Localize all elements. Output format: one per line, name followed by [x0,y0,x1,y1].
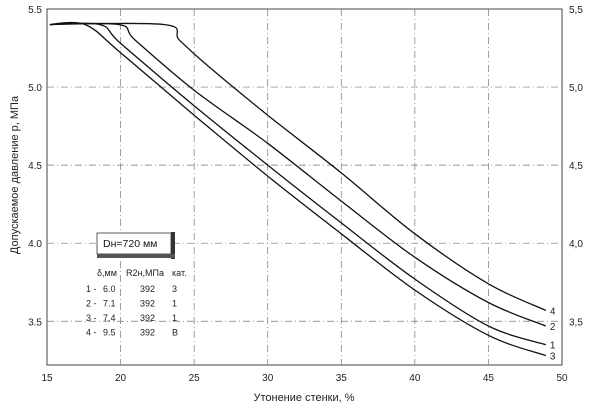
y-axis-label: Допускаемое давление p, МПа [9,95,21,254]
legend: Dн=720 мм δ,мм R2н,МПа кат. 1 - 6.0 392 3 2 … [86,232,187,338]
legend-cell: B [172,328,178,338]
y-tick-label-left: 4.5 [28,161,42,172]
plot-frame [46,8,563,366]
curve-2 [49,22,547,327]
legend-cell: 2 - [86,299,97,309]
x-tick-label: 25 [189,373,201,384]
y-tick-label-right: 4,0 [569,239,583,250]
y-tick-label-left: 3.5 [28,317,42,328]
legend-title: Dн=720 мм [103,238,157,250]
y-tick-labels-right: 5,5 5,0 4,5 4,0 3,5 [569,5,583,328]
x-tick-label: 35 [336,373,348,384]
x-tick-label: 15 [41,373,53,384]
x-tick-label: 40 [409,373,421,384]
legend-cell: 392 [140,299,155,309]
curve-label-2: 2 [550,322,556,333]
legend-cell: 3 [172,284,177,294]
x-tick-label: 20 [115,373,127,384]
grid-lines [47,9,562,365]
y-tick-labels-left: 5.5 5.0 4.5 4.0 3.5 [28,5,42,328]
legend-title-shadow-bottom [97,254,175,258]
curve-label-1: 1 [550,341,556,352]
legend-cell: 392 [140,284,155,294]
y-tick-label-right: 4,5 [569,161,583,172]
y-tick-label-left: 4.0 [28,239,42,250]
legend-cell: 1 - [86,284,97,294]
legend-cell: 7.1 [103,299,116,309]
x-tick-label: 45 [483,373,495,384]
legend-header-category: кат. [172,268,187,278]
legend-title-shadow [171,232,175,259]
curve-label-3: 3 [550,352,556,363]
legend-cell: 6.0 [103,284,116,294]
legend-cell: 1 [172,313,177,323]
legend-header-strength: R2н,МПа [126,268,164,278]
y-tick-label-right: 3,5 [569,317,583,328]
legend-header-thickness: δ,мм [97,268,117,278]
legend-cell: 392 [140,313,155,323]
legend-cell: 9.5 [103,328,116,338]
curve-3 [49,21,547,357]
curve-1 [49,22,547,346]
curve-labels: 1 2 3 4 [550,306,556,362]
x-tick-label: 50 [556,373,568,384]
curves [49,21,547,357]
y-tick-label-left: 5.5 [28,5,42,16]
x-tick-labels: 15 20 25 30 35 40 45 50 [41,373,568,384]
y-tick-label-right: 5,0 [569,83,583,94]
x-axis-label: Утонение стенки, % [253,392,354,404]
legend-cell: 3 - [86,313,97,323]
legend-cell: 1 [172,299,177,309]
curve-4 [49,22,547,311]
x-tick-label: 30 [262,373,274,384]
legend-cell: 7.4 [103,313,116,323]
y-tick-label-left: 5.0 [28,83,42,94]
legend-rows: 1 - 6.0 392 3 2 - 7.1 392 1 3 - 7.4 392 1 4 - 9.5 392 B [86,284,178,338]
legend-cell: 4 - [86,328,97,338]
curve-label-4: 4 [550,306,556,317]
y-tick-label-right: 5,5 [569,5,583,16]
legend-cell: 392 [140,328,155,338]
